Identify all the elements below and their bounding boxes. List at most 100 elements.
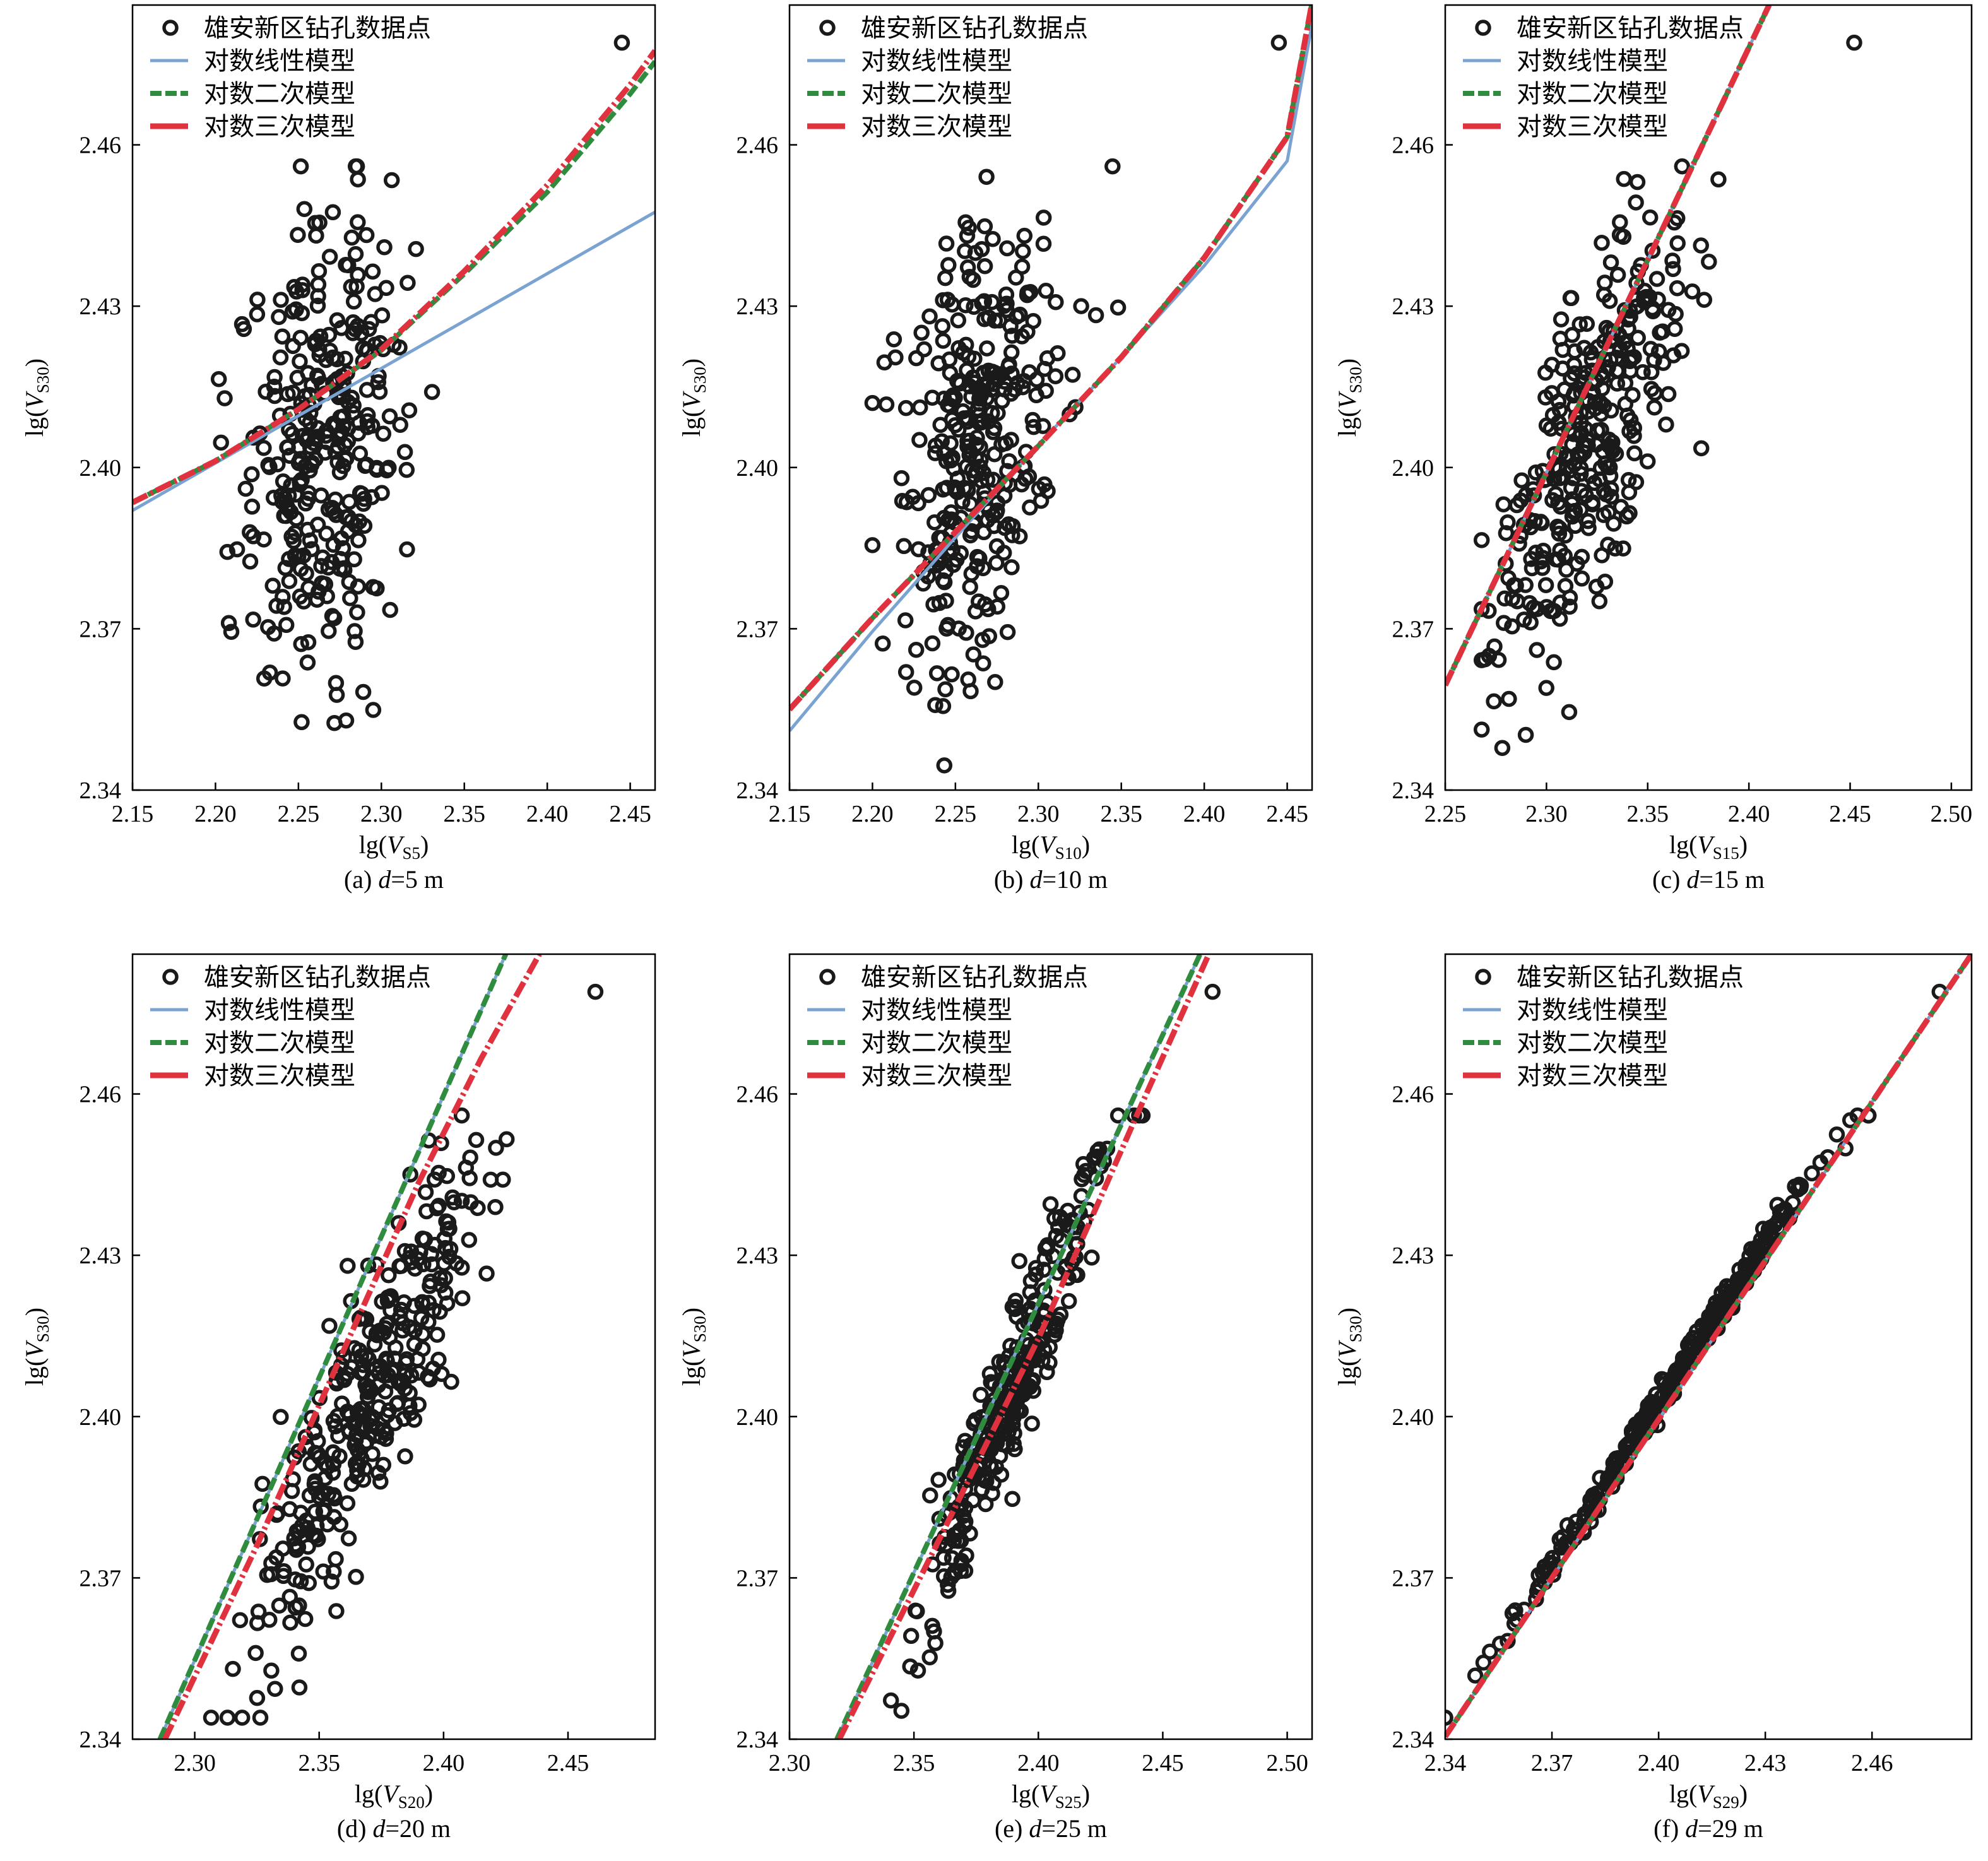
data-point [1204,983,1221,1000]
legend-label-quadratic: 对数二次模型 [861,1029,1012,1057]
data-point [275,589,291,605]
y-tick-label: 2.34 [80,1727,122,1753]
x-tick-label: 2.35 [443,801,485,827]
data-point [328,1603,345,1619]
data-point [348,158,365,175]
scatter-points [882,983,1221,1719]
data-point [340,433,357,449]
data-point [371,1322,388,1339]
data-point [330,385,346,401]
data-point [320,559,336,576]
data-point [979,340,995,357]
data-point [1623,1424,1640,1441]
data-point [437,1284,454,1301]
data-point [342,590,358,606]
x-tick-label: 2.20 [194,801,237,827]
data-point [1550,414,1566,431]
x-tick-label: 2.35 [893,1750,935,1776]
data-point [1073,298,1089,314]
data-point [261,665,278,681]
x-tick-label: 2.34 [1424,1750,1467,1776]
scatter-points [1445,983,1948,1726]
data-point [374,485,390,501]
data-point [225,1660,241,1677]
data-point [1018,1381,1035,1398]
data-point [931,594,948,611]
data-point [292,588,309,605]
data-point [1660,1378,1677,1395]
data-point [382,1288,399,1304]
data-point [943,1569,959,1586]
data-point [432,1270,449,1287]
data-point [1500,514,1516,531]
data-point [920,487,937,504]
data-point [328,687,345,703]
data-point [927,697,944,713]
data-point [998,295,1015,312]
data-point [1011,1253,1027,1270]
y-tick-label: 2.43 [1392,293,1435,320]
panel-e: 2.30 2.35 2.40 2.45 2.50 2.34 2.37 2.40 2.43 2.46… [677,953,1313,1843]
data-point [927,1635,944,1651]
data-point [1610,362,1627,379]
data-point [1593,422,1609,438]
data-point [381,1402,398,1419]
legend-label-cubic: 对数三次模型 [204,1061,355,1090]
linear-model-curve [790,23,1312,732]
data-point [1445,1710,1453,1726]
data-point [1646,399,1663,416]
data-point [1016,227,1033,244]
data-point [288,301,304,318]
y-axis-label: lg(VS30) [677,358,709,437]
y-tick-label: 2.43 [737,293,779,320]
data-point [478,1265,495,1282]
plot-frame [788,4,1313,791]
data-point [488,1140,504,1156]
data-point [1696,292,1713,308]
panel-caption: (e) d=25 m [995,1814,1107,1843]
data-point [613,34,630,51]
data-point [1578,316,1595,332]
data-point [1673,343,1690,359]
data-point [1041,1354,1058,1371]
model-curves [157,954,542,1739]
data-point [293,635,309,653]
data-point [247,1645,264,1662]
data-point [321,623,337,639]
data-point [1025,312,1041,329]
x-tick-label: 2.45 [1829,801,1871,827]
data-point [1754,1239,1770,1256]
legend-label-linear: 对数线性模型 [861,47,1012,75]
y-axis-label: lg(VS30) [20,1308,52,1386]
panel-caption: (f) d=29 m [1654,1814,1763,1843]
data-point [275,473,292,490]
data-point [422,1273,439,1290]
data-point [266,387,283,405]
model-curves [790,5,1312,732]
data-point [1612,214,1628,230]
data-point [1572,501,1589,518]
plot-frame [1444,4,1973,791]
data-point [1582,344,1599,361]
data-point [245,611,261,628]
data-point [324,499,341,516]
legend-label-points: 雄安新区钻孔数据点 [1517,14,1744,42]
data-point [269,456,286,473]
y-axis-label: lg(VS30) [677,1308,709,1386]
data-point [358,456,375,473]
cubic-model-curve [1445,5,1772,687]
data-point [325,536,342,553]
data-point [930,1472,947,1488]
x-tick-label: 2.25 [935,801,977,827]
data-point [374,307,391,324]
data-point [957,1513,974,1530]
data-point [1620,471,1637,488]
data-point [938,235,955,252]
quadratic-model-curve [834,954,1203,1739]
data-point [908,350,925,367]
data-point [328,417,345,434]
data-point [1022,499,1038,516]
data-point [371,384,388,400]
